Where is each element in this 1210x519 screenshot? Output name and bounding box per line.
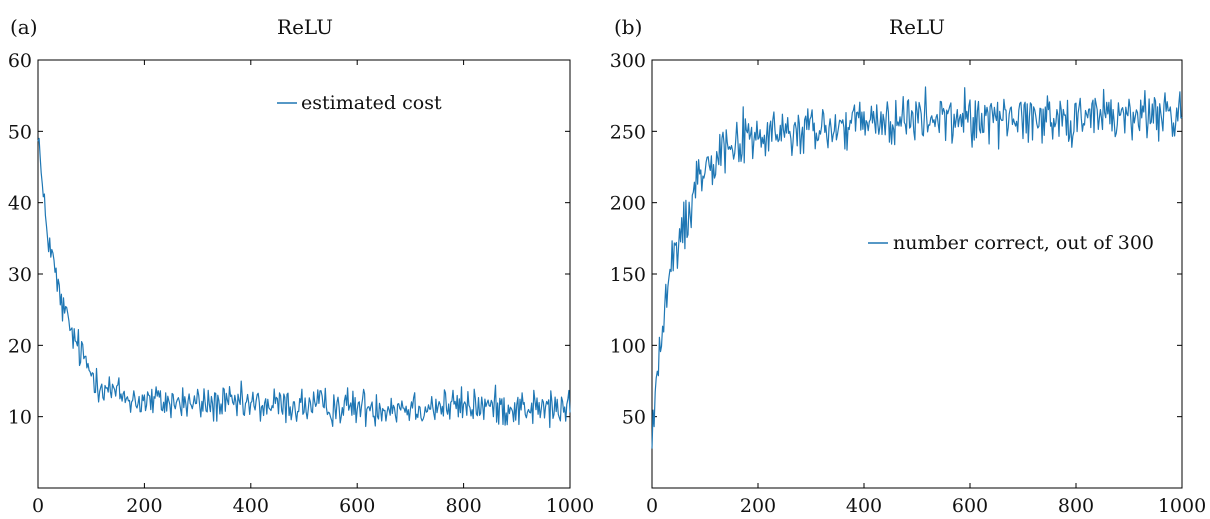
x-tick-label: 600 xyxy=(339,495,375,517)
x-tick-label: 400 xyxy=(233,495,269,517)
x-tick-label: 0 xyxy=(646,495,658,517)
y-tick-label: 40 xyxy=(8,193,32,215)
x-tick-label: 600 xyxy=(952,495,988,517)
panel-b-legend: number correct, out of 300 xyxy=(868,232,1154,254)
panel-a-title: ReLU xyxy=(277,15,333,39)
x-tick-label: 200 xyxy=(126,495,162,517)
panel-a-legend-label: estimated cost xyxy=(301,92,442,114)
x-tick-label: 200 xyxy=(740,495,776,517)
y-tick-label: 200 xyxy=(610,193,646,215)
panel-b: (b) ReLU 0 200 400 600 800 1000 50 100 150 200 25… xyxy=(610,15,1206,517)
y-tick-label: 50 xyxy=(8,121,32,143)
y-tick-label: 150 xyxy=(610,264,646,286)
y-tick-label: 100 xyxy=(610,335,646,357)
y-tick-label: 10 xyxy=(8,407,32,429)
x-tick-label: 800 xyxy=(1058,495,1094,517)
y-tick-label: 50 xyxy=(622,407,646,429)
panel-a-plot-frame xyxy=(37,59,571,489)
panel-b-x-ticks: 0 200 400 600 800 1000 xyxy=(646,60,1206,517)
panel-a: (a) ReLU 0 200 400 600 800 1000 102030405060 … xyxy=(8,15,594,517)
x-tick-label: 800 xyxy=(445,495,481,517)
panel-a-x-ticks: 0 200 400 600 800 1000 xyxy=(32,60,594,517)
x-tick-label: 0 xyxy=(32,495,44,517)
panel-a-label: (a) xyxy=(10,15,38,39)
y-tick-label: 60 xyxy=(8,50,32,72)
panel-a-series-line xyxy=(37,137,571,429)
panel-b-y-ticks: 50 100 150 200 250 300 xyxy=(610,50,1182,429)
y-tick-label: 300 xyxy=(610,50,646,72)
panel-a-y-ticks: 10 20 30 40 50 60 xyxy=(8,50,570,429)
panel-b-series-line xyxy=(651,86,1183,449)
panel-a-legend: estimated cost xyxy=(277,92,442,114)
x-tick-label: 1000 xyxy=(1158,495,1206,517)
y-tick-label: 250 xyxy=(610,121,646,143)
panel-b-legend-label: number correct, out of 300 xyxy=(893,232,1154,254)
x-tick-label: 1000 xyxy=(546,495,594,517)
panel-b-label: (b) xyxy=(614,15,642,39)
y-tick-label: 20 xyxy=(8,335,32,357)
x-tick-label: 400 xyxy=(846,495,882,517)
panel-b-title: ReLU xyxy=(889,15,945,39)
y-tick-label: 30 xyxy=(8,264,32,286)
